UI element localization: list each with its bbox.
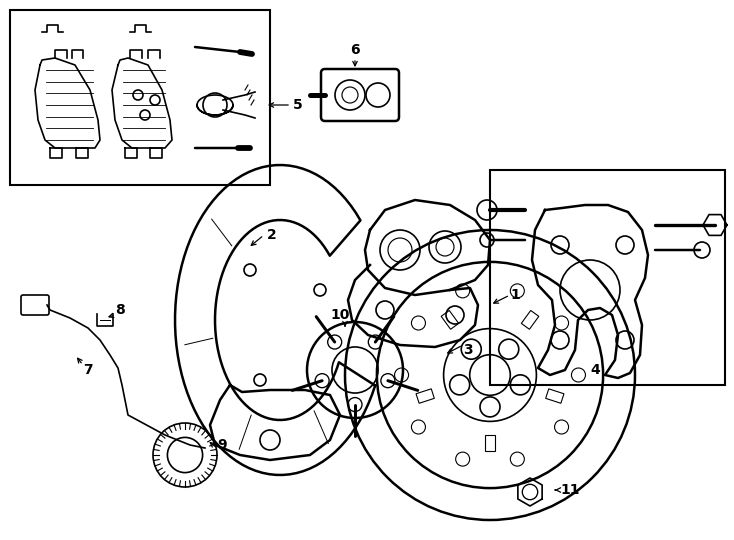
- Text: 2: 2: [267, 228, 277, 242]
- Text: 8: 8: [115, 303, 125, 317]
- Text: 5: 5: [293, 98, 302, 112]
- Bar: [521, 310, 539, 329]
- Text: 6: 6: [350, 43, 360, 57]
- Bar: [485, 435, 495, 451]
- Bar: [10, 10, 270, 185]
- Bar: [545, 389, 564, 403]
- Bar: [416, 389, 435, 403]
- Text: 10: 10: [330, 308, 349, 322]
- Bar: [490, 170, 725, 385]
- Bar: [441, 310, 459, 329]
- Text: 9: 9: [217, 438, 227, 452]
- Text: 11: 11: [560, 483, 580, 497]
- Text: 4: 4: [590, 363, 600, 377]
- Text: 1: 1: [510, 288, 520, 302]
- Text: 3: 3: [463, 343, 473, 357]
- Text: 7: 7: [83, 363, 92, 377]
